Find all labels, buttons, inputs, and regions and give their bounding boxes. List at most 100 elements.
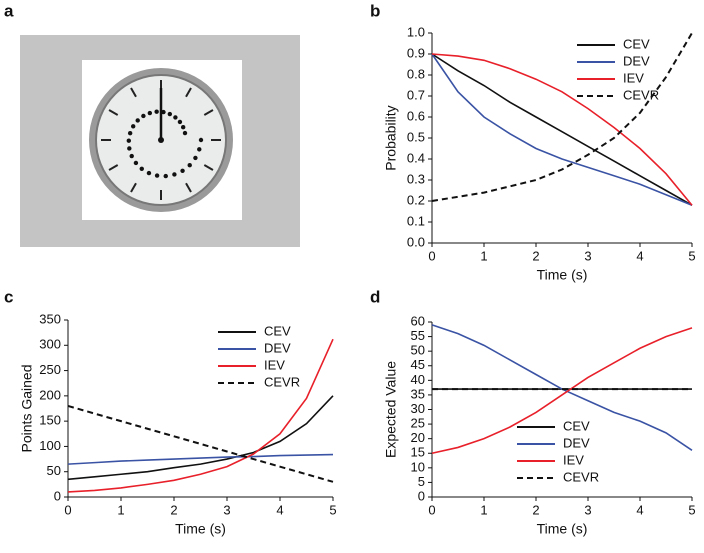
clock-dot bbox=[173, 115, 178, 120]
clock-dot bbox=[177, 119, 183, 125]
legend-label: CEVR bbox=[264, 374, 300, 389]
y-tick-label: 30 bbox=[411, 401, 425, 416]
clock-dot bbox=[172, 172, 177, 177]
clock-tick bbox=[185, 182, 192, 193]
y-tick-label: 0.3 bbox=[407, 171, 425, 186]
panel-label: c bbox=[4, 287, 13, 306]
clock-tick bbox=[108, 164, 119, 171]
x-tick-label: 0 bbox=[64, 502, 71, 517]
clock-tick bbox=[130, 87, 137, 98]
series-line bbox=[67, 395, 334, 481]
clock-image bbox=[20, 35, 300, 247]
y-tick-label: 100 bbox=[39, 438, 61, 453]
x-tick-label: 4 bbox=[636, 248, 643, 263]
y-tick-label: 0 bbox=[418, 488, 425, 503]
clock-dot bbox=[129, 153, 134, 159]
y-tick-label: 20 bbox=[411, 430, 425, 445]
panel-label: a bbox=[4, 1, 14, 20]
x-tick-label: 1 bbox=[117, 502, 124, 517]
legend-label: DEV bbox=[264, 340, 291, 355]
legend-label: IEV bbox=[264, 357, 285, 372]
legend-label: DEV bbox=[623, 53, 650, 68]
y-tick-label: 5 bbox=[418, 474, 425, 489]
clock-dot bbox=[131, 124, 136, 129]
y-tick-label: 350 bbox=[39, 311, 61, 326]
series-line bbox=[67, 405, 334, 483]
y-tick-label: 40 bbox=[411, 372, 425, 387]
y-tick-label: 25 bbox=[411, 416, 425, 431]
clock-dot bbox=[147, 110, 153, 116]
legend-label: IEV bbox=[563, 452, 584, 467]
legend-label: CEV bbox=[264, 323, 291, 338]
y-tick-label: 60 bbox=[411, 313, 425, 328]
x-tick-label: 2 bbox=[170, 502, 177, 517]
y-tick-label: 45 bbox=[411, 357, 425, 372]
clock-dot bbox=[180, 125, 186, 130]
legend-label: CEV bbox=[623, 36, 650, 51]
x-tick-label: 0 bbox=[428, 502, 435, 517]
y-tick-label: 0.9 bbox=[407, 45, 425, 60]
series-line bbox=[67, 338, 334, 493]
legend-label: CEV bbox=[563, 418, 590, 433]
clock-dot bbox=[154, 109, 159, 114]
y-tick-label: 50 bbox=[47, 463, 61, 478]
clock-dot bbox=[127, 130, 133, 136]
series-line bbox=[431, 327, 693, 455]
x-tick-label: 1 bbox=[480, 502, 487, 517]
y-tick-label: 0.5 bbox=[407, 129, 425, 144]
clock-dot bbox=[187, 162, 192, 168]
series-line bbox=[431, 53, 693, 206]
clock-tick bbox=[130, 182, 137, 193]
y-tick-label: 200 bbox=[39, 387, 61, 402]
x-tick-label: 3 bbox=[584, 502, 591, 517]
clock-dot bbox=[161, 109, 166, 115]
y-tick-label: 50 bbox=[411, 343, 425, 358]
y-tick-label: 55 bbox=[411, 328, 425, 343]
x-tick-label: 3 bbox=[223, 502, 230, 517]
clock-dot bbox=[135, 118, 140, 123]
series-line bbox=[431, 53, 693, 206]
clock-dot bbox=[127, 146, 132, 151]
clock-dot bbox=[193, 155, 198, 161]
y-tick-label: 150 bbox=[39, 413, 61, 428]
x-tick-label: 2 bbox=[532, 502, 539, 517]
series-line bbox=[431, 32, 693, 202]
clock-dot bbox=[146, 170, 152, 176]
y-tick-label: 0.7 bbox=[407, 87, 425, 102]
panel-label: b bbox=[370, 1, 380, 20]
x-tick-label: 3 bbox=[584, 248, 591, 263]
series-line bbox=[431, 53, 693, 206]
series-line bbox=[431, 324, 693, 451]
y-tick-label: 0.4 bbox=[407, 150, 425, 165]
x-axis-label: Time (s) bbox=[537, 521, 588, 537]
clock-dot bbox=[182, 130, 188, 136]
x-tick-label: 4 bbox=[636, 502, 643, 517]
x-tick-label: 5 bbox=[688, 248, 695, 263]
clock-tick bbox=[203, 164, 214, 171]
x-tick-label: 5 bbox=[688, 502, 695, 517]
y-tick-label: 0.2 bbox=[407, 192, 425, 207]
clock-tick bbox=[108, 109, 119, 116]
y-axis-label: Points Gained bbox=[19, 365, 35, 453]
clock-dot bbox=[180, 168, 185, 174]
clock-marks bbox=[101, 80, 221, 200]
clock-dot bbox=[198, 137, 204, 143]
clock-dot bbox=[126, 138, 132, 143]
y-axis-label: Expected Value bbox=[383, 361, 399, 458]
panel-label: d bbox=[370, 287, 380, 306]
clock-dot bbox=[154, 173, 160, 178]
y-tick-label: 300 bbox=[39, 337, 61, 352]
y-tick-label: 15 bbox=[411, 445, 425, 460]
clock-tick bbox=[185, 87, 192, 98]
x-axis-label: Time (s) bbox=[537, 267, 588, 283]
clock-dot bbox=[163, 173, 168, 179]
y-tick-label: 0.1 bbox=[407, 213, 425, 228]
legend-label: CEVR bbox=[563, 469, 599, 484]
y-tick-label: 0 bbox=[54, 488, 61, 503]
y-axis-label: Probability bbox=[383, 105, 399, 170]
x-tick-label: 5 bbox=[329, 502, 336, 517]
clock-dot bbox=[167, 111, 173, 117]
clock-dot bbox=[141, 113, 146, 119]
y-tick-label: 250 bbox=[39, 362, 61, 377]
series-line bbox=[67, 453, 334, 465]
